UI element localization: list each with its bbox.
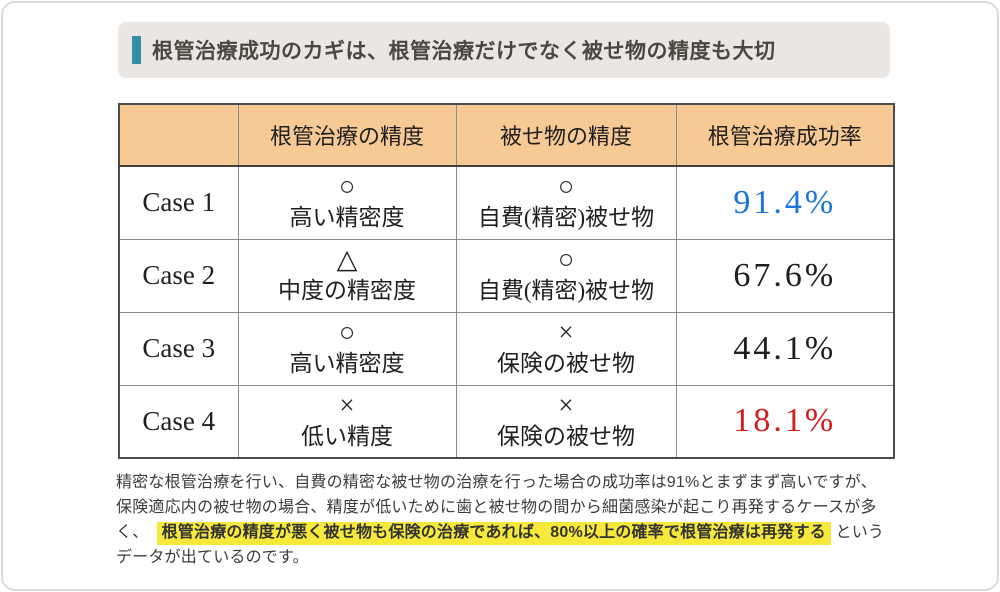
paragraph-line-3: く、 根管治療の精度が悪く被せ物も保険の治療であれば、80%以上の確率で根管治療… (116, 520, 916, 545)
table-header-case (118, 103, 239, 167)
precision-symbol: △ (336, 244, 358, 274)
case-label: Case 4 (118, 384, 239, 459)
paragraph-line-4: データが出ているのです。 (116, 549, 309, 566)
crown-precision-cell: × 保険の被せ物 (455, 311, 677, 386)
precision-label: 自費(精密)被せ物 (477, 278, 655, 303)
precision-label: 低い精度 (301, 423, 393, 449)
precision-label: 高い精密度 (289, 205, 405, 231)
table-header-success-rate: 根管治療成功率 (675, 103, 895, 167)
table-row-case-3: Case 3 ○ 高い精密度 × 保険の被せ物 44.1% (118, 311, 895, 386)
precision-label: 保険の被せ物 (497, 423, 635, 449)
paragraph-line-2: 保険適応内の被せ物の場合、精度が低いために歯と被せ物の間から細菌感染が起こり再発… (116, 499, 877, 516)
section-title: 根管治療成功のカギは、根管治療だけでなく被せ物の精度も大切 (152, 40, 776, 63)
heading-accent-bar (132, 36, 141, 64)
root-canal-precision-cell: ○ 高い精密度 (237, 311, 457, 386)
precision-symbol: ○ (338, 317, 356, 347)
success-rate-value: 44.1% (675, 311, 895, 386)
table-header-row: 根管治療の精度 被せ物の精度 根管治療成功率 (118, 103, 895, 167)
highlighted-text: 根管治療の精度が悪く被せ物も保険の治療であれば、80%以上の確率で根管治療は再発… (156, 522, 831, 545)
precision-label: 保険の被せ物 (497, 351, 635, 376)
precision-symbol: × (558, 317, 574, 347)
description-paragraph: 精密な根管治療を行い、自費の精密な被せ物の治療を行った場合の成功率は91%とまず… (116, 470, 916, 570)
root-canal-precision-cell: △ 中度の精密度 (237, 238, 457, 313)
paragraph-line-3-suffix: という (830, 524, 885, 541)
case-label: Case 3 (118, 311, 239, 386)
precision-symbol: ○ (557, 171, 575, 202)
section-heading: 根管治療成功のカギは、根管治療だけでなく被せ物の精度も大切 (118, 22, 890, 78)
success-rate-value: 18.1% (675, 384, 895, 459)
table-row-case-4: Case 4 × 低い精度 × 保険の被せ物 18.1% (118, 384, 895, 459)
crown-precision-cell: ○ 自費(精密)被せ物 (455, 238, 677, 313)
success-rate-table: 根管治療の精度 被せ物の精度 根管治療成功率 Case 1 ○ 高い精密度 ○ … (118, 103, 895, 459)
paragraph-line-3-prefix: く、 (116, 524, 157, 541)
precision-symbol: ○ (557, 244, 575, 274)
success-rate-value: 67.6% (675, 238, 895, 313)
root-canal-precision-cell: ○ 高い精密度 (237, 165, 457, 240)
crown-precision-cell: × 保険の被せ物 (455, 384, 677, 459)
table-header-root-canal-precision: 根管治療の精度 (237, 103, 457, 167)
precision-label: 中度の精密度 (278, 278, 416, 303)
precision-symbol: × (339, 389, 355, 420)
paragraph-line-1: 精密な根管治療を行い、自費の精密な被せ物の治療を行った場合の成功率は91%とまず… (116, 474, 877, 491)
table-header-crown-precision: 被せ物の精度 (455, 103, 677, 167)
precision-label: 高い精密度 (289, 351, 405, 376)
table-row-case-1: Case 1 ○ 高い精密度 ○ 自費(精密)被せ物 91.4% (118, 165, 895, 240)
case-label: Case 1 (118, 165, 239, 240)
precision-symbol: ○ (338, 171, 356, 202)
table-row-case-2: Case 2 △ 中度の精密度 ○ 自費(精密)被せ物 67.6% (118, 238, 895, 313)
root-canal-precision-cell: × 低い精度 (237, 384, 457, 459)
precision-label: 自費(精密)被せ物 (477, 205, 655, 231)
precision-symbol: × (558, 389, 574, 420)
crown-precision-cell: ○ 自費(精密)被せ物 (455, 165, 677, 240)
case-label: Case 2 (118, 238, 239, 313)
success-rate-value: 91.4% (675, 165, 895, 240)
